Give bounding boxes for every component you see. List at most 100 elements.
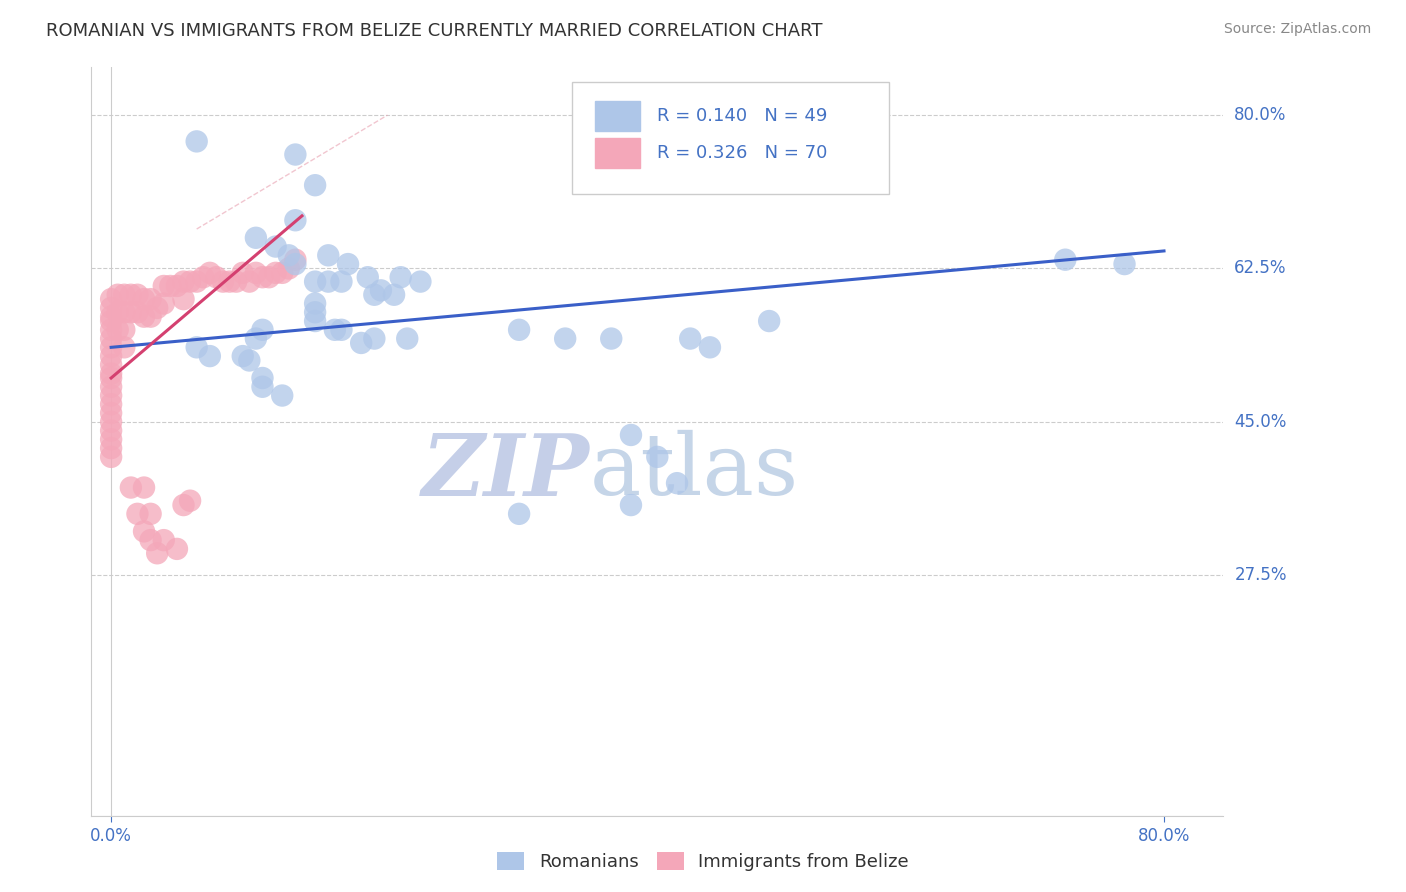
Point (304, 314, 326, 328)
Point (179, 275, 201, 289)
Point (284, 252, 307, 267)
Point (100, 433, 122, 447)
Point (139, 292, 162, 306)
Point (198, 266, 221, 280)
FancyBboxPatch shape (572, 82, 890, 194)
Point (100, 450, 122, 464)
Point (152, 533, 174, 548)
Point (284, 213, 307, 227)
Point (205, 270, 228, 285)
Point (100, 310, 122, 324)
Point (252, 380, 274, 394)
Point (245, 332, 267, 346)
Point (277, 261, 299, 276)
Point (620, 498, 643, 512)
Point (186, 340, 208, 354)
Point (100, 323, 122, 337)
Point (100, 314, 122, 328)
Point (363, 332, 385, 346)
Point (152, 279, 174, 293)
Point (100, 388, 122, 402)
Point (271, 266, 294, 280)
Point (100, 340, 122, 354)
FancyBboxPatch shape (595, 138, 640, 168)
Legend: Romanians, Immigrants from Belize: Romanians, Immigrants from Belize (491, 845, 915, 879)
Point (120, 287, 142, 301)
Point (100, 367, 122, 381)
Point (100, 349, 122, 363)
Point (252, 270, 274, 285)
Point (257, 270, 280, 285)
Point (330, 275, 353, 289)
Point (112, 340, 135, 354)
Point (100, 415, 122, 429)
Point (112, 323, 135, 337)
Point (120, 305, 142, 319)
Point (120, 481, 142, 495)
Point (212, 275, 235, 289)
Point (245, 266, 267, 280)
Point (370, 284, 392, 298)
Point (304, 178, 326, 193)
Point (198, 349, 221, 363)
Point (508, 507, 530, 521)
Text: atlas: atlas (589, 430, 799, 513)
Point (264, 266, 287, 280)
Point (146, 301, 169, 315)
Point (100, 406, 122, 420)
Point (139, 533, 162, 548)
Point (264, 239, 287, 253)
Point (112, 287, 135, 301)
Point (666, 476, 689, 491)
Point (132, 292, 155, 306)
Point (238, 275, 260, 289)
Point (186, 135, 208, 149)
Point (330, 323, 353, 337)
Point (218, 275, 240, 289)
Point (699, 340, 721, 354)
Point (146, 546, 169, 560)
FancyBboxPatch shape (595, 101, 640, 130)
Point (132, 481, 155, 495)
Point (166, 279, 188, 293)
Point (1054, 252, 1077, 267)
Point (284, 257, 307, 271)
Point (152, 296, 174, 310)
Point (100, 380, 122, 394)
Point (107, 287, 129, 301)
Text: R = 0.140   N = 49: R = 0.140 N = 49 (657, 107, 828, 125)
Point (127, 305, 149, 319)
Point (620, 428, 643, 442)
Text: ZIP: ZIP (422, 430, 589, 513)
Text: 27.5%: 27.5% (1234, 566, 1286, 584)
Point (159, 279, 181, 293)
Point (100, 292, 122, 306)
Point (316, 248, 339, 262)
Text: 45.0%: 45.0% (1234, 413, 1286, 431)
Point (100, 397, 122, 411)
Point (396, 332, 419, 346)
Point (284, 147, 307, 161)
Text: 62.5%: 62.5% (1234, 260, 1286, 277)
Point (232, 266, 254, 280)
Point (277, 248, 299, 262)
Point (127, 287, 149, 301)
Point (245, 231, 267, 245)
Point (186, 275, 208, 289)
Point (600, 332, 623, 346)
Text: 80.0%: 80.0% (1234, 106, 1286, 124)
Point (679, 332, 702, 346)
Point (100, 424, 122, 438)
Point (127, 507, 149, 521)
Point (107, 305, 129, 319)
Point (238, 353, 260, 368)
Text: ROMANIAN VS IMMIGRANTS FROM BELIZE CURRENTLY MARRIED CORRELATION CHART: ROMANIAN VS IMMIGRANTS FROM BELIZE CURRE… (46, 22, 823, 40)
Point (645, 450, 668, 464)
Point (100, 358, 122, 372)
Point (304, 275, 326, 289)
Point (409, 275, 432, 289)
Point (179, 493, 201, 508)
Point (173, 498, 195, 512)
Point (1114, 257, 1136, 271)
Point (304, 305, 326, 319)
